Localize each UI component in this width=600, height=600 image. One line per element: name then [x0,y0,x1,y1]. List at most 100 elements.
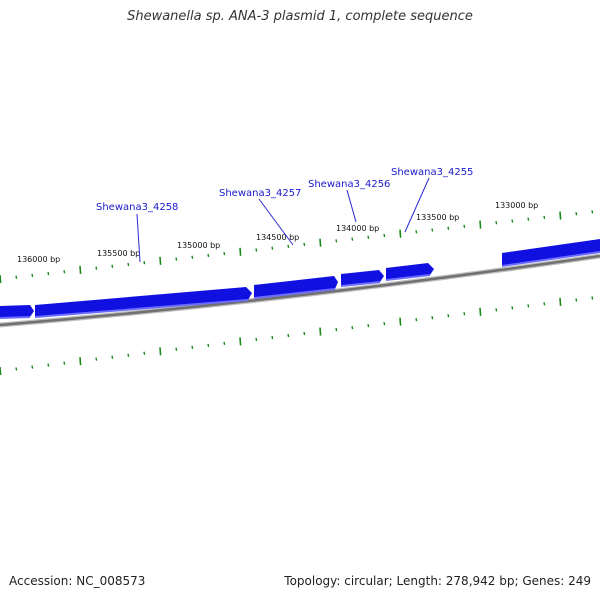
major-tick [319,327,322,336]
minor-tick [47,271,50,276]
bp-label-135500: 135500 bp [97,249,140,258]
minor-tick [351,237,354,241]
bp-label-134000: 134000 bp [336,224,379,233]
minor-tick [415,318,418,322]
gene-label[interactable]: Shewana3_4258 [96,202,178,213]
minor-tick [63,361,66,365]
minor-tick [303,242,306,247]
minor-tick [255,248,258,252]
gene-arrow[interactable] [0,305,34,318]
major-tick [159,347,162,356]
minor-tick [207,343,210,347]
minor-tick [495,221,498,225]
major-tick [79,357,82,366]
bp-label-133000: 133000 bp [495,201,538,210]
major-tick [479,220,482,229]
minor-tick [191,255,194,259]
major-tick [79,265,82,274]
gene-features[interactable] [0,239,600,319]
minor-tick [335,239,338,243]
gene-label[interactable]: Shewana3_4255 [391,167,473,178]
minor-tick [127,262,130,267]
bp-labels: 136000 bp 135500 bp 135000 bp 134500 bp … [17,201,538,264]
minor-tick [175,347,178,351]
minor-tick [575,298,578,302]
gene-labels: Shewana3_4258 Shewana3_4257 Shewana3_425… [96,167,473,263]
minor-tick [463,312,466,316]
minor-tick [127,353,130,357]
major-tick [239,247,242,256]
minor-tick [287,244,290,248]
minor-tick [95,266,98,270]
major-tick [399,229,402,238]
minor-tick [367,235,370,239]
minor-tick [95,357,98,361]
bp-ticks-upper [0,210,594,284]
bp-label-134500: 134500 bp [256,233,299,242]
minor-tick [31,365,34,369]
minor-tick [223,341,226,346]
minor-tick [63,270,66,274]
accession-text: Accession: NC_008573 [9,574,146,588]
minor-tick [511,306,514,310]
minor-tick [591,210,594,214]
minor-tick [223,251,226,256]
major-tick [239,337,242,346]
minor-tick [367,323,370,328]
major-tick [0,274,2,284]
minor-tick [47,363,50,367]
minor-tick [175,257,178,261]
bp-label-136000: 136000 bp [17,255,60,264]
minor-tick [191,345,194,349]
minor-tick [207,253,210,258]
minor-tick [543,302,546,306]
minor-tick [511,219,514,223]
minor-tick [543,215,546,219]
minor-tick [383,233,386,238]
minor-tick [591,296,594,300]
major-tick [0,366,2,376]
minor-tick [143,261,146,265]
minor-tick [335,327,338,332]
bp-label-135000: 135000 bp [177,241,220,250]
minor-tick [271,246,274,250]
minor-tick [431,316,434,320]
minor-tick [303,331,306,336]
sequence-backbone [0,253,600,328]
bp-label-133500: 133500 bp [416,213,459,222]
major-tick [159,256,162,265]
major-tick [559,297,562,306]
minor-tick [143,351,146,355]
gene-arrow[interactable] [254,276,338,298]
gene-label[interactable]: Shewana3_4256 [308,179,390,190]
minor-tick [431,228,434,232]
minor-tick [463,224,466,229]
minor-tick [447,226,450,230]
major-tick [399,317,402,326]
bp-ticks-lower [0,296,594,376]
minor-tick [415,230,418,234]
minor-tick [15,275,18,279]
minor-tick [495,308,498,312]
minor-tick [447,314,450,318]
gene-arrow[interactable] [35,287,252,317]
sequence-stats: Topology: circular; Length: 278,942 bp; … [284,574,591,588]
map-title: Shewanella sp. ANA-3 plasmid 1, complete… [127,9,473,24]
minor-tick [31,273,34,278]
minor-tick [287,333,290,338]
major-tick [319,238,322,247]
minor-tick [351,325,354,330]
minor-tick [271,335,274,340]
minor-tick [15,367,18,371]
minor-tick [527,217,530,221]
minor-tick [111,355,114,359]
minor-tick [255,337,258,342]
gene-label[interactable]: Shewana3_4257 [219,188,301,199]
gene-arrow[interactable] [502,239,600,266]
minor-tick [111,264,114,268]
minor-tick [527,304,530,308]
major-tick [479,307,482,316]
major-tick [559,211,562,220]
minor-tick [575,212,578,216]
